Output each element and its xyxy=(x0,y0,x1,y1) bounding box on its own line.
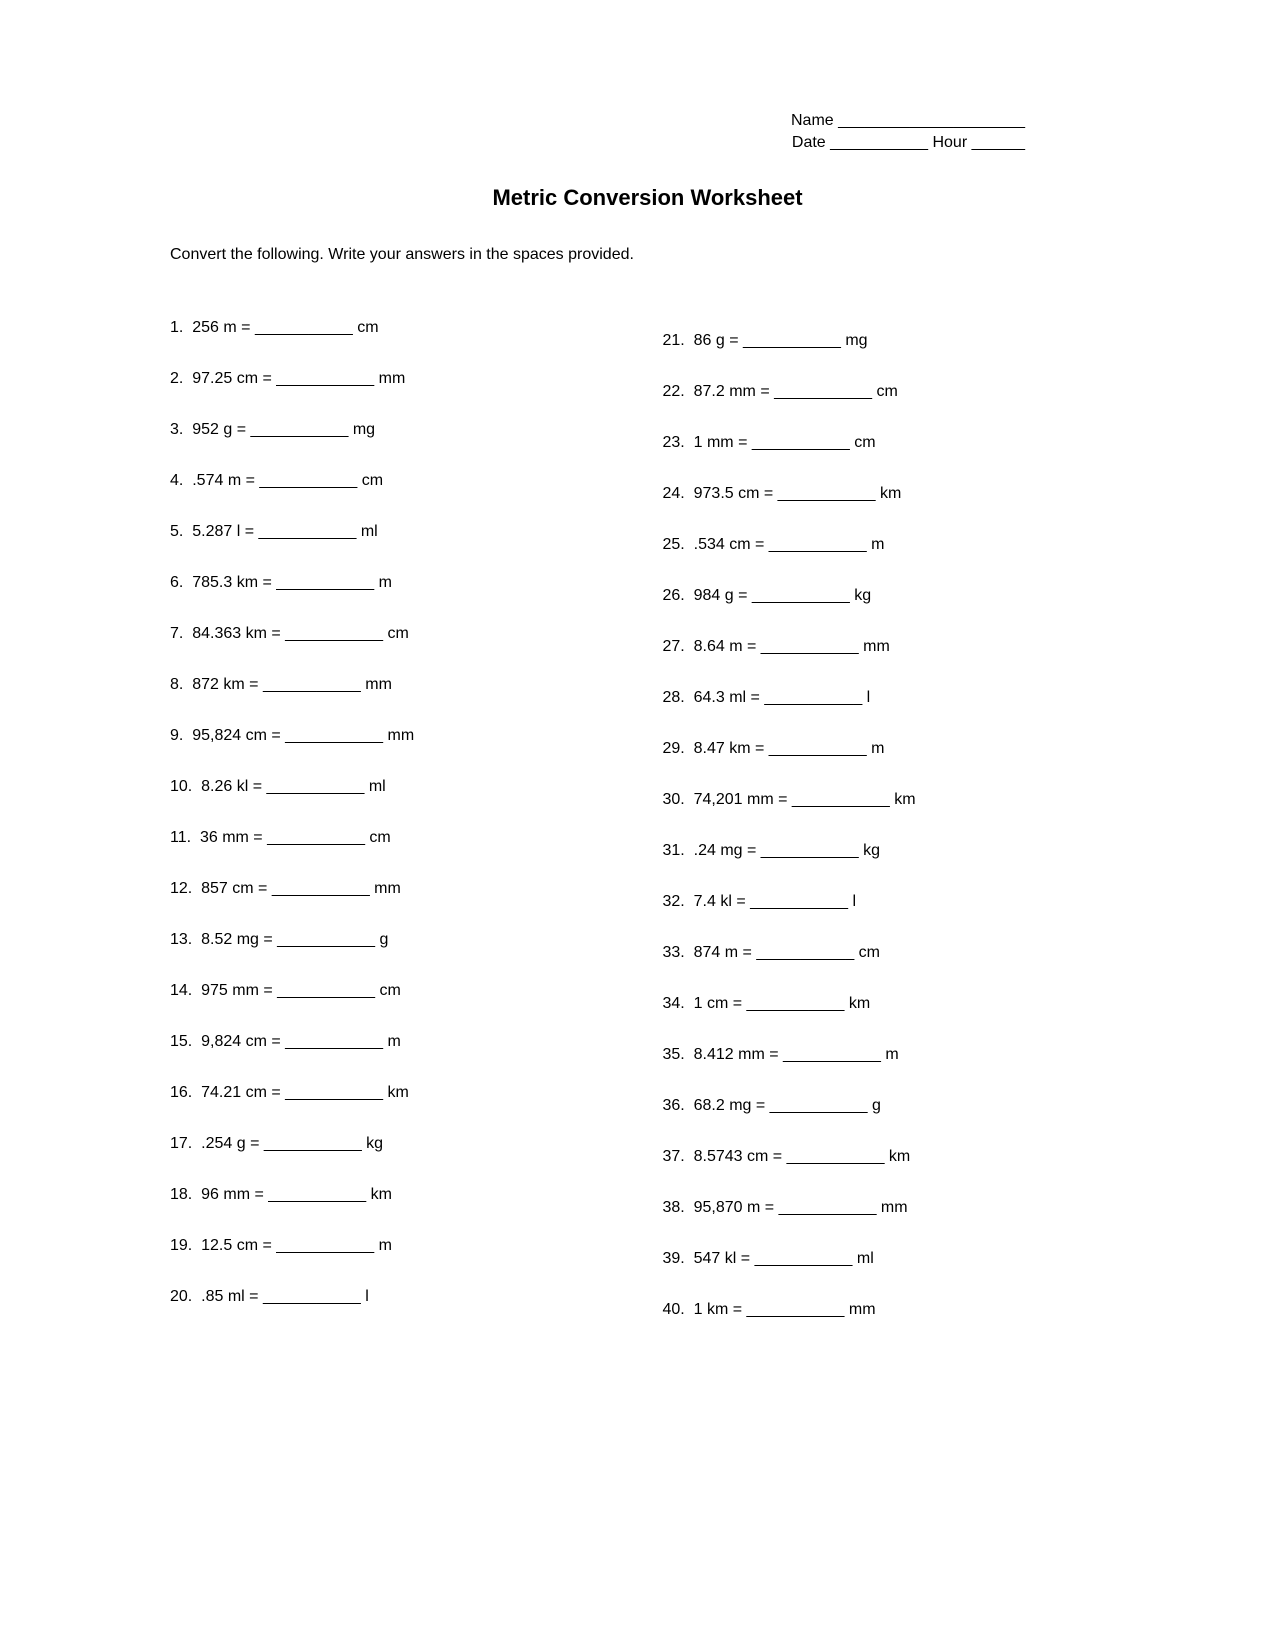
problem-8: 8. 872 km = ___________ mm xyxy=(170,676,633,694)
problem-33: 33. 874 m = ___________ cm xyxy=(663,944,1126,962)
problem-35: 35. 8.412 mm = ___________ m xyxy=(663,1046,1126,1064)
worksheet-title: Metric Conversion Worksheet xyxy=(170,185,1125,211)
problem-19: 19. 12.5 cm = ___________ m xyxy=(170,1237,633,1255)
right-column: 21. 86 g = ___________ mg 22. 87.2 mm = _… xyxy=(663,319,1126,1352)
problem-12: 12. 857 cm = ___________ mm xyxy=(170,880,633,898)
problem-34: 34. 1 cm = ___________ km xyxy=(663,995,1126,1013)
problem-20: 20. .85 ml = ___________ l xyxy=(170,1288,633,1306)
problem-27: 27. 8.64 m = ___________ mm xyxy=(663,638,1126,656)
problem-21: 21. 86 g = ___________ mg xyxy=(663,332,1126,350)
problem-13: 13. 8.52 mg = ___________ g xyxy=(170,931,633,949)
problem-columns: 1. 256 m = ___________ cm 2. 97.25 cm = _… xyxy=(170,319,1125,1352)
problem-7: 7. 84.363 km = ___________ cm xyxy=(170,625,633,643)
problem-11: 11. 36 mm = ___________ cm xyxy=(170,829,633,847)
problem-5: 5. 5.287 l = ___________ ml xyxy=(170,523,633,541)
problem-37: 37. 8.5743 cm = ___________ km xyxy=(663,1148,1126,1166)
problem-31: 31. .24 mg = ___________ kg xyxy=(663,842,1126,860)
problem-28: 28. 64.3 ml = ___________ l xyxy=(663,689,1126,707)
name-label: Name xyxy=(791,112,834,129)
name-blank: _____________________ xyxy=(834,112,1025,129)
problem-39: 39. 547 kl = ___________ ml xyxy=(663,1250,1126,1268)
problem-18: 18. 96 mm = ___________ km xyxy=(170,1186,633,1204)
problem-10: 10. 8.26 kl = ___________ ml xyxy=(170,778,633,796)
hour-blank: ______ xyxy=(967,134,1025,151)
problem-25: 25. .534 cm = ___________ m xyxy=(663,536,1126,554)
problem-22: 22. 87.2 mm = ___________ cm xyxy=(663,383,1126,401)
problem-2: 2. 97.25 cm = ___________ mm xyxy=(170,370,633,388)
problem-32: 32. 7.4 kl = ___________ l xyxy=(663,893,1126,911)
worksheet-page: Name _____________________ Date ________… xyxy=(0,0,1275,1352)
left-column: 1. 256 m = ___________ cm 2. 97.25 cm = _… xyxy=(170,319,633,1352)
problem-6: 6. 785.3 km = ___________ m xyxy=(170,574,633,592)
problem-3: 3. 952 g = ___________ mg xyxy=(170,421,633,439)
problem-24: 24. 973.5 cm = ___________ km xyxy=(663,485,1126,503)
problem-17: 17. .254 g = ___________ kg xyxy=(170,1135,633,1153)
hour-label: Hour xyxy=(928,134,967,151)
problem-1: 1. 256 m = ___________ cm xyxy=(170,319,633,337)
instructions: Convert the following. Write your answer… xyxy=(170,246,1125,264)
problem-36: 36. 68.2 mg = ___________ g xyxy=(663,1097,1126,1115)
problem-14: 14. 975 mm = ___________ cm xyxy=(170,982,633,1000)
problem-40: 40. 1 km = ___________ mm xyxy=(663,1301,1126,1319)
problem-29: 29. 8.47 km = ___________ m xyxy=(663,740,1126,758)
problem-30: 30. 74,201 mm = ___________ km xyxy=(663,791,1126,809)
problem-4: 4. .574 m = ___________ cm xyxy=(170,472,633,490)
problem-16: 16. 74.21 cm = ___________ km xyxy=(170,1084,633,1102)
problem-38: 38. 95,870 m = ___________ mm xyxy=(663,1199,1126,1217)
problem-26: 26. 984 g = ___________ kg xyxy=(663,587,1126,605)
problem-23: 23. 1 mm = ___________ cm xyxy=(663,434,1126,452)
problem-15: 15. 9,824 cm = ___________ m xyxy=(170,1033,633,1051)
date-hour-line: Date ___________ Hour ______ xyxy=(170,132,1025,154)
header-fields: Name _____________________ Date ________… xyxy=(170,110,1125,155)
problem-9: 9. 95,824 cm = ___________ mm xyxy=(170,727,633,745)
name-line: Name _____________________ xyxy=(170,110,1025,132)
date-blank: ___________ xyxy=(826,134,928,151)
date-label: Date xyxy=(792,134,826,151)
